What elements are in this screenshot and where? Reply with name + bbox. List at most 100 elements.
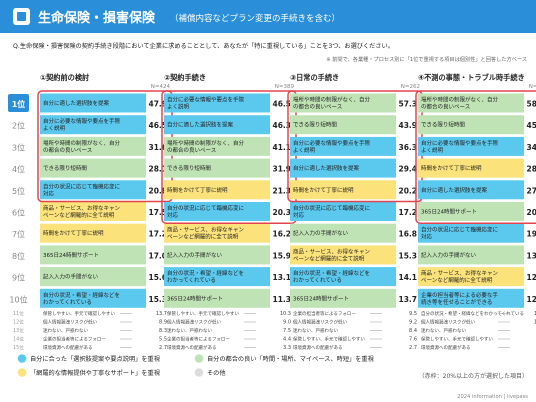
other-value: 13.7 [156,311,167,317]
header-logo-icon-inner [17,12,26,21]
item-value: 12.2 [526,295,536,304]
item-label: できる限り短時間 [421,121,465,129]
item-label: 時間をかけて丁寧に説明 [43,229,104,237]
item-cell [164,245,270,265]
legend-label: 自分に合った「選択肢提案や要点説明」を重視 [30,355,160,363]
item-cell [40,245,146,265]
other-value: 10.4 [534,311,536,317]
other-rank-label: 14位 [13,336,24,343]
item-cell [40,115,146,135]
item-value: 15.9 [272,251,291,260]
item-label: 場所や時間の制限がなく、自分 [421,96,499,104]
item-cell [290,115,396,135]
other-label: 環境資源への配慮がある [43,344,93,351]
item-label: 自分に適した選択肢を提案 [421,186,488,194]
item-label: わかってくれている [293,277,342,284]
rank-label: 6位 [12,208,25,218]
item-label: ペーンなど網羅的に全て説明 [43,211,115,219]
item-label: 自分の状況・希望・経緯などを [43,291,120,299]
item-label: 自分に必要な情報や要点を手際 [421,139,499,147]
other-rank-label: 13位 [13,327,24,334]
item-label: 自分の状況・希望・経緯などを [167,269,244,277]
other-label: 個人情報漏洩リスクが低い [421,319,475,326]
item-value: 19.6 [526,230,536,239]
item-label: できる限り短時間 [293,121,337,129]
other-label: 保管しやすい、手元で確認しやすい [421,336,493,343]
legend-swatch [194,354,204,363]
legend-swatch [17,368,27,377]
other-value: 9.0 [283,320,291,326]
item-value: 20.2 [398,186,417,195]
item-label: の都合の良いペース [167,146,216,154]
item-label: 記入入力の手間がない [167,251,223,259]
other-label: 個人情報漏洩リスクが低い [167,319,221,326]
item-label: わかってくれている [43,299,92,306]
rank-label: 4位 [12,164,25,174]
item-label: 商品・サービス、お得なキャン [43,204,121,212]
other-label: 環境資源への配慮がある [293,344,343,351]
panel-title: ②契約手続き [164,73,206,82]
item-label: 商品・サービス、お得なキャン [421,269,499,277]
panel-n-label: N=262 [401,84,420,90]
item-cell [418,202,524,221]
other-value: 3.3 [283,345,291,351]
item-cell [164,223,270,243]
item-label: 365日24時間サポート [293,294,349,302]
other-value: 9.5 [409,311,417,317]
item-cell [418,180,524,200]
rank-label: 5位 [12,186,25,196]
item-cell [40,136,146,156]
item-value: 15.6 [148,273,167,282]
item-cell [290,180,396,200]
item-value: 45.2 [526,121,536,130]
legend-label: 「網羅的な情報提供や丁寧なサポート」を重視 [30,369,160,377]
other-label: 迷わない、戸惑わない [43,327,88,334]
item-cell [40,267,146,287]
item-label: の都合の良いペース [43,146,92,154]
other-label: 環境資源への配慮がある [167,344,217,351]
rank-label: 2位 [12,121,25,131]
rank-label: 7位 [12,229,25,239]
item-cell [164,158,270,178]
other-value: 8.4 [409,328,417,334]
other-label: 保管しやすい、手元で確認しやすい [293,336,365,343]
item-cell [40,180,146,200]
item-label: 対応 [43,189,55,197]
item-label: 自分の状況・希望・経緯などを [293,269,370,277]
item-value: 43.9 [398,121,417,130]
panel-n-label: N=230 [529,84,536,90]
item-value: 36.3 [398,143,417,152]
other-value: 10.0 [534,320,536,326]
other-value: 9.2 [409,320,417,326]
item-value: 57.3 [398,100,417,109]
item-cell [418,158,524,178]
rank-label: 1位 [12,99,26,109]
header-bar [0,0,536,33]
item-value: 31.9 [272,165,291,174]
item-label: 対応 [293,211,305,219]
item-label: 時間をかけて丁寧に説明 [293,186,354,194]
item-label: の都合の良いペース [293,103,342,111]
item-label: 記入入力の手間がない [293,229,349,237]
item-cell [164,180,270,200]
other-label: 迷わない、戸惑わない [421,327,466,334]
other-value: 5.5 [159,337,167,343]
item-label: わかってくれている [167,277,216,284]
item-value: 20.3 [272,208,291,217]
item-label: よく説明 [43,124,66,132]
item-value: 14.1 [398,273,417,282]
header-subtitle: （補償内容などプラン変更の手続きを含む） [170,13,340,24]
other-label: 環境資源への配慮がある [421,344,471,351]
item-cell [418,115,524,135]
item-label: 商品・サービス、お得なキャン [167,226,245,234]
other-label: 保管しやすい、手元で確認しやすい [167,310,239,317]
item-cell [164,202,270,221]
red-frame [161,90,297,224]
item-value: 20.8 [148,186,167,195]
item-label: よく説明 [293,146,316,154]
other-label: 迷わない、戸惑わない [293,327,338,334]
item-label: 場所や時間の制限がなく、自分 [167,139,245,147]
item-cell [164,267,270,287]
other-label: 保管しやすい、手元で確認しやすい [43,310,115,317]
